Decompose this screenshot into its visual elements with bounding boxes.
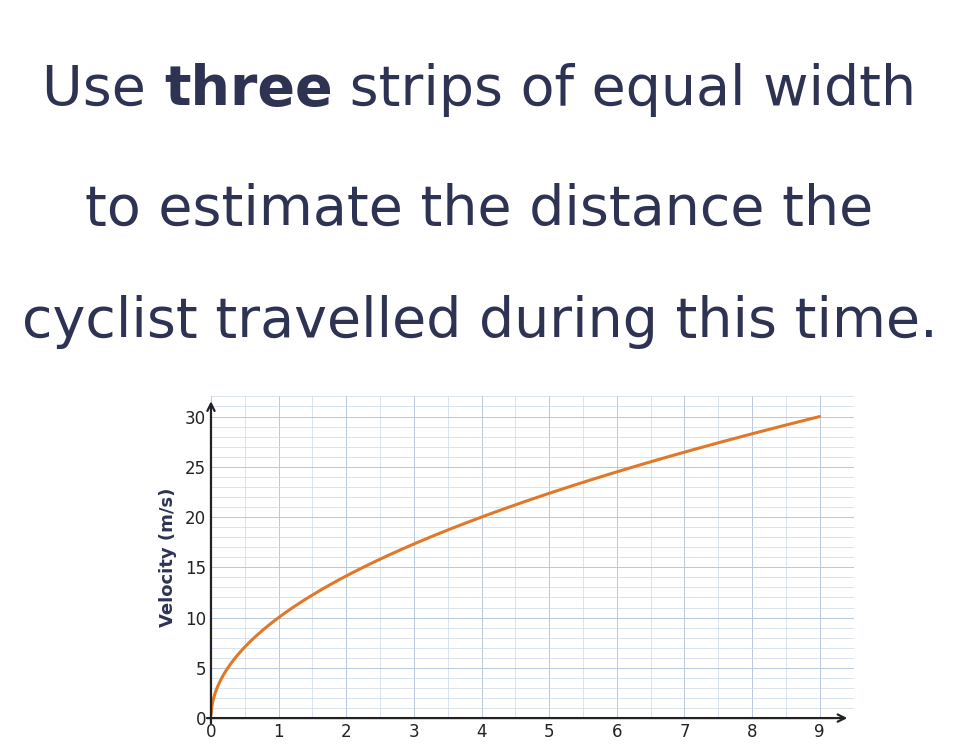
Y-axis label: Velocity (m/s): Velocity (m/s) (158, 488, 176, 627)
Text: to estimate the distance the: to estimate the distance the (85, 183, 874, 236)
Text: cyclist travelled during this time.: cyclist travelled during this time. (22, 295, 937, 349)
Text: strips of equal width: strips of equal width (333, 63, 917, 117)
Text: Use: Use (42, 63, 164, 117)
Text: three: three (164, 63, 333, 117)
